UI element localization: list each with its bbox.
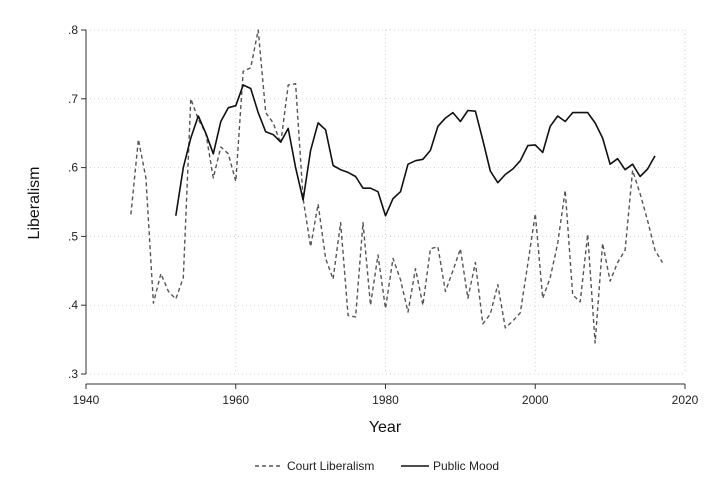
x-tick-label: 2000 (522, 393, 549, 407)
y-tick-label: .6 (68, 161, 78, 175)
y-tick-label: .7 (68, 92, 78, 106)
series-lines (130, 29, 664, 344)
series-line-court-liberalism (130, 29, 664, 344)
legend-label-court-liberalism: Court Liberalism (287, 459, 374, 473)
y-tick-labels: .3 .4 .5 .6 .7 .8 (68, 23, 78, 381)
legend-label-public-mood: Public Mood (433, 459, 499, 473)
y-tick-label: .3 (68, 367, 78, 381)
x-tick-labels: 1940 1960 1980 2000 2020 (73, 393, 699, 407)
axes (81, 29, 686, 389)
x-tick-label: 1960 (222, 393, 249, 407)
x-tick-label: 2020 (672, 393, 699, 407)
grid (85, 29, 686, 375)
x-axis-title: Year (369, 419, 402, 436)
y-tick-label: .8 (68, 23, 78, 37)
x-tick-label: 1980 (372, 393, 399, 407)
x-tick-label: 1940 (73, 393, 100, 407)
series-line-public-mood (175, 84, 656, 217)
legend: Court Liberalism Public Mood (255, 459, 499, 473)
y-tick-label: .5 (68, 229, 78, 243)
y-axis-title: Liberalism (26, 167, 43, 240)
y-tick-label: .4 (68, 298, 78, 312)
